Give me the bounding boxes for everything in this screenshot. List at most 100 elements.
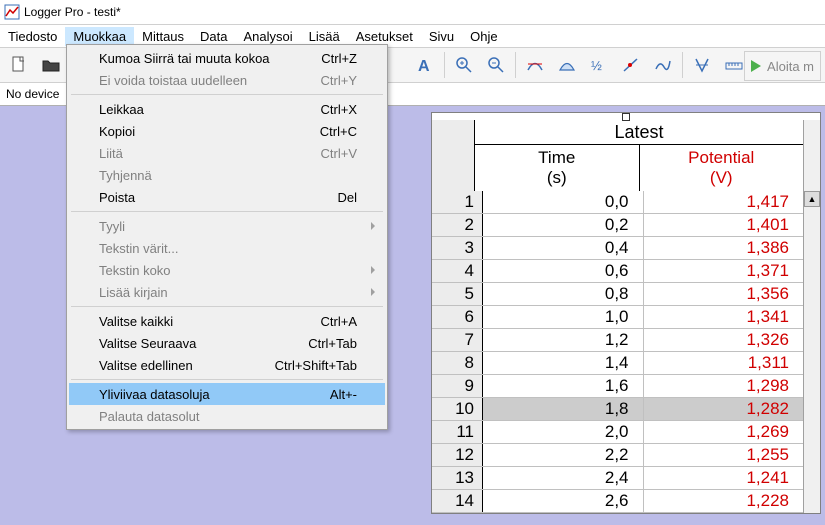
menu-item[interactable]: Valitse edellinen Ctrl+Shift+Tab [69,354,385,376]
menu-mittaus[interactable]: Mittaus [134,27,192,46]
menu-item-label: Valitse edellinen [99,358,193,373]
cell-time[interactable]: 2,0 [483,421,644,443]
menu-lisää[interactable]: Lisää [301,27,348,46]
table-row[interactable]: 30,41,386 [432,237,803,260]
scroll-up-icon[interactable]: ▲ [804,191,820,207]
cell-time[interactable]: 0,6 [483,260,644,282]
table-row[interactable]: 61,01,341 [432,306,803,329]
cell-potential[interactable]: 1,401 [644,214,804,236]
cell-potential[interactable]: 1,269 [644,421,804,443]
column-unit: (V) [710,168,733,188]
new-file-button[interactable] [4,50,34,80]
menu-item[interactable]: Valitse SeuraavaCtrl+Tab [69,332,385,354]
cell-potential[interactable]: 1,311 [644,352,804,374]
column-header[interactable]: Potential(V) [640,145,804,191]
cell-potential[interactable]: 1,341 [644,306,804,328]
zoom-in-button[interactable] [449,50,479,80]
menu-item-label: Tekstin koko [99,263,171,278]
menu-item-label: Tekstin värit... [99,241,178,256]
cell-time[interactable]: 1,2 [483,329,644,351]
menu-item[interactable]: LeikkaaCtrl+X [69,98,385,120]
menu-separator [71,94,383,95]
stats-button[interactable] [687,50,717,80]
cell-potential[interactable]: 1,417 [644,191,804,213]
menu-data[interactable]: Data [192,27,235,46]
integral-button[interactable] [552,50,582,80]
row-number: 9 [432,375,483,397]
menu-item-label: Palauta datasolut [99,409,199,424]
cell-potential[interactable]: 1,356 [644,283,804,305]
table-row[interactable]: 101,81,282 [432,398,803,421]
cell-time[interactable]: 0,4 [483,237,644,259]
table-row[interactable]: 10,01,417 [432,191,803,214]
cell-potential[interactable]: 1,282 [644,398,804,420]
table-row[interactable]: 142,61,228 [432,490,803,513]
cell-time[interactable]: 2,4 [483,467,644,489]
cell-time[interactable]: 2,2 [483,444,644,466]
fit-button[interactable] [648,50,678,80]
menu-item-accel: Ctrl+V [321,146,357,161]
cell-time[interactable]: 2,6 [483,490,644,512]
cell-potential[interactable]: 1,255 [644,444,804,466]
menu-item-accel: Ctrl+A [321,314,357,329]
cell-time[interactable]: 1,0 [483,306,644,328]
menu-item[interactable]: Kumoa Siirrä tai muuta kokoaCtrl+Z [69,47,385,69]
cell-time[interactable]: 0,2 [483,214,644,236]
cell-time[interactable]: 0,0 [483,191,644,213]
menu-item[interactable]: KopioiCtrl+C [69,120,385,142]
menu-item-label: Leikkaa [99,102,144,117]
cell-potential[interactable]: 1,241 [644,467,804,489]
window-title: Logger Pro - testi* [24,5,121,19]
menu-tiedosto[interactable]: Tiedosto [0,27,65,46]
menu-item[interactable]: Valitse kaikkiCtrl+A [69,310,385,332]
menu-item: Tekstin koko [69,259,385,281]
half-button[interactable]: ½ [584,50,614,80]
table-row[interactable]: 122,21,255 [432,444,803,467]
menu-item-label: Liitä [99,146,123,161]
menu-item[interactable]: PoistaDel [69,186,385,208]
cell-potential[interactable]: 1,228 [644,490,804,512]
play-icon [751,60,761,72]
menu-item[interactable]: Yliviivaa datasolujaAlt+- [69,383,385,405]
menu-item-accel: Ctrl+Shift+Tab [275,358,357,373]
row-number: 12 [432,444,483,466]
table-row[interactable]: 81,41,311 [432,352,803,375]
menu-item-accel: Ctrl+C [320,124,357,139]
table-row[interactable]: 112,01,269 [432,421,803,444]
menu-item-label: Yliviivaa datasoluja [99,387,210,402]
table-row[interactable]: 91,61,298 [432,375,803,398]
table-rows: 10,01,41720,21,40130,41,38640,61,37150,8… [432,191,803,513]
resize-handle[interactable] [432,113,820,120]
menu-item-label: Valitse Seuraava [99,336,196,351]
menu-ohje[interactable]: Ohje [462,27,505,46]
column-header[interactable]: Time(s) [475,145,640,191]
zoom-out-button[interactable] [481,50,511,80]
cell-potential[interactable]: 1,371 [644,260,804,282]
svg-text:A: A [418,58,430,75]
cell-time[interactable]: 0,8 [483,283,644,305]
table-row[interactable]: 71,21,326 [432,329,803,352]
app-icon [4,4,20,20]
menu-muokkaa[interactable]: Muokkaa [65,27,134,46]
open-file-button[interactable] [36,50,66,80]
collect-button[interactable]: Aloita m [744,51,821,81]
row-number: 7 [432,329,483,351]
table-row[interactable]: 40,61,371 [432,260,803,283]
tangent-button[interactable] [520,50,550,80]
cell-time[interactable]: 1,4 [483,352,644,374]
text-a-button[interactable]: A [410,50,440,80]
cell-time[interactable]: 1,6 [483,375,644,397]
table-row[interactable]: 50,81,356 [432,283,803,306]
slope-button[interactable] [616,50,646,80]
data-table-window[interactable]: Latest Time(s)Potential(V) 10,01,41720,2… [431,112,821,514]
vertical-scrollbar[interactable]: ▲ [803,191,820,513]
menu-asetukset[interactable]: Asetukset [348,27,421,46]
menu-analysoi[interactable]: Analysoi [236,27,301,46]
menu-sivu[interactable]: Sivu [421,27,462,46]
cell-time[interactable]: 1,8 [483,398,644,420]
table-row[interactable]: 132,41,241 [432,467,803,490]
cell-potential[interactable]: 1,386 [644,237,804,259]
cell-potential[interactable]: 1,298 [644,375,804,397]
cell-potential[interactable]: 1,326 [644,329,804,351]
table-row[interactable]: 20,21,401 [432,214,803,237]
